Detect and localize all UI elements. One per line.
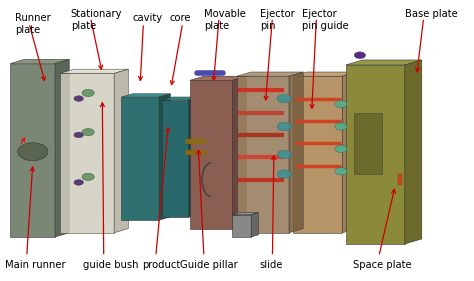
Circle shape (335, 168, 347, 175)
Polygon shape (232, 76, 246, 228)
Text: Ejector
pin guide: Ejector pin guide (302, 9, 349, 31)
Polygon shape (232, 212, 258, 215)
Polygon shape (346, 60, 422, 65)
Text: Space plate: Space plate (353, 260, 411, 270)
Polygon shape (190, 76, 246, 80)
FancyBboxPatch shape (354, 112, 382, 174)
Polygon shape (289, 72, 303, 233)
Circle shape (82, 173, 94, 180)
Polygon shape (405, 60, 422, 244)
Polygon shape (10, 59, 69, 64)
Text: guide bush: guide bush (83, 260, 139, 270)
Polygon shape (10, 64, 55, 237)
Polygon shape (190, 80, 232, 228)
Circle shape (277, 94, 292, 103)
Text: Stationary
plate: Stationary plate (71, 9, 122, 31)
Text: Guide pillar: Guide pillar (180, 260, 238, 270)
Circle shape (18, 143, 48, 161)
Text: Movable
plate: Movable plate (204, 9, 246, 31)
Polygon shape (121, 94, 170, 97)
Circle shape (277, 122, 292, 131)
Text: core: core (170, 13, 191, 23)
Circle shape (74, 132, 83, 138)
Text: cavity: cavity (132, 13, 162, 23)
Text: Runner
plate: Runner plate (15, 13, 51, 35)
Polygon shape (159, 94, 170, 220)
Polygon shape (55, 59, 69, 237)
Polygon shape (114, 69, 128, 233)
Circle shape (277, 150, 292, 159)
Polygon shape (346, 65, 405, 244)
Polygon shape (237, 72, 303, 76)
Polygon shape (237, 76, 289, 233)
Text: Ejector
pin: Ejector pin (260, 9, 294, 31)
Circle shape (82, 89, 94, 97)
Polygon shape (188, 97, 198, 217)
Circle shape (74, 180, 83, 185)
Polygon shape (251, 212, 258, 237)
Polygon shape (121, 97, 159, 220)
Circle shape (335, 123, 347, 130)
Polygon shape (60, 73, 114, 233)
Text: Main runner: Main runner (5, 260, 66, 270)
Text: slide: slide (260, 260, 283, 270)
Polygon shape (293, 72, 356, 76)
Circle shape (335, 101, 347, 108)
Circle shape (354, 52, 365, 58)
Polygon shape (162, 100, 188, 217)
Polygon shape (232, 215, 251, 237)
Polygon shape (60, 69, 128, 73)
Text: Base plate: Base plate (405, 9, 457, 19)
FancyBboxPatch shape (398, 174, 402, 185)
Circle shape (74, 96, 83, 101)
Circle shape (277, 170, 292, 178)
Polygon shape (293, 76, 342, 233)
Polygon shape (342, 72, 356, 233)
Text: product: product (143, 260, 181, 270)
Polygon shape (162, 97, 198, 100)
Circle shape (335, 145, 347, 153)
Circle shape (82, 128, 94, 136)
